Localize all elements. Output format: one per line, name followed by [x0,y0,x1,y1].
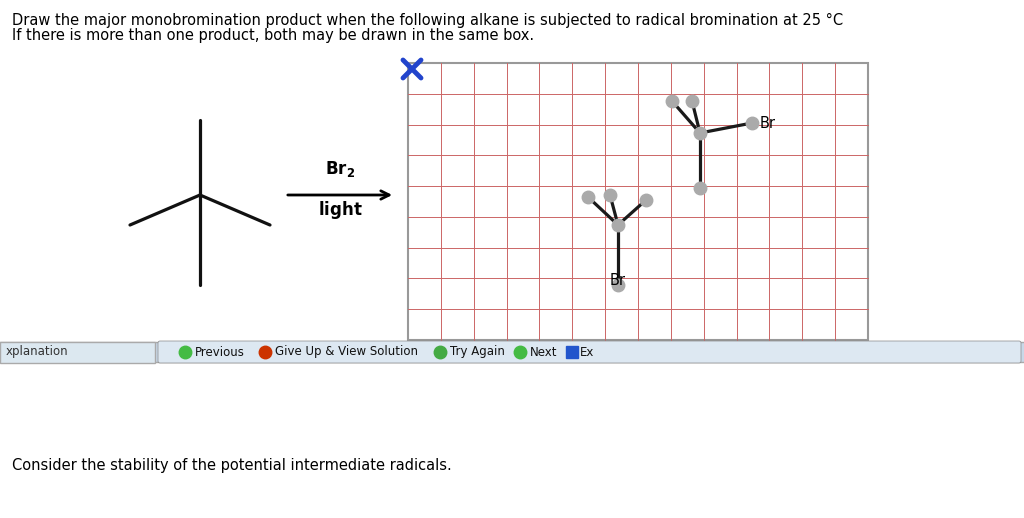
Text: Try Again: Try Again [450,346,505,358]
Text: Give Up & View Solution: Give Up & View Solution [275,346,418,358]
Text: Br: Br [610,273,626,288]
Text: Previous: Previous [195,346,245,358]
Text: Ex: Ex [580,346,594,358]
FancyBboxPatch shape [0,342,155,363]
Text: Draw the major monobromination product when the following alkane is subjected to: Draw the major monobromination product w… [12,13,843,28]
Text: Consider the stability of the potential intermediate radicals.: Consider the stability of the potential … [12,458,452,473]
Text: xplanation: xplanation [6,346,69,358]
Bar [408,63,868,340]
Text: $\mathbf{Br_2}$: $\mathbf{Br_2}$ [325,159,355,179]
FancyBboxPatch shape [158,341,1021,363]
Text: If there is more than one product, both may be drawn in the same box.: If there is more than one product, both … [12,28,535,43]
Bar [0,342,1024,362]
Text: Next: Next [530,346,557,358]
Text: $\mathbf{light}$: $\mathbf{light}$ [317,199,362,221]
Text: Br: Br [760,116,776,131]
